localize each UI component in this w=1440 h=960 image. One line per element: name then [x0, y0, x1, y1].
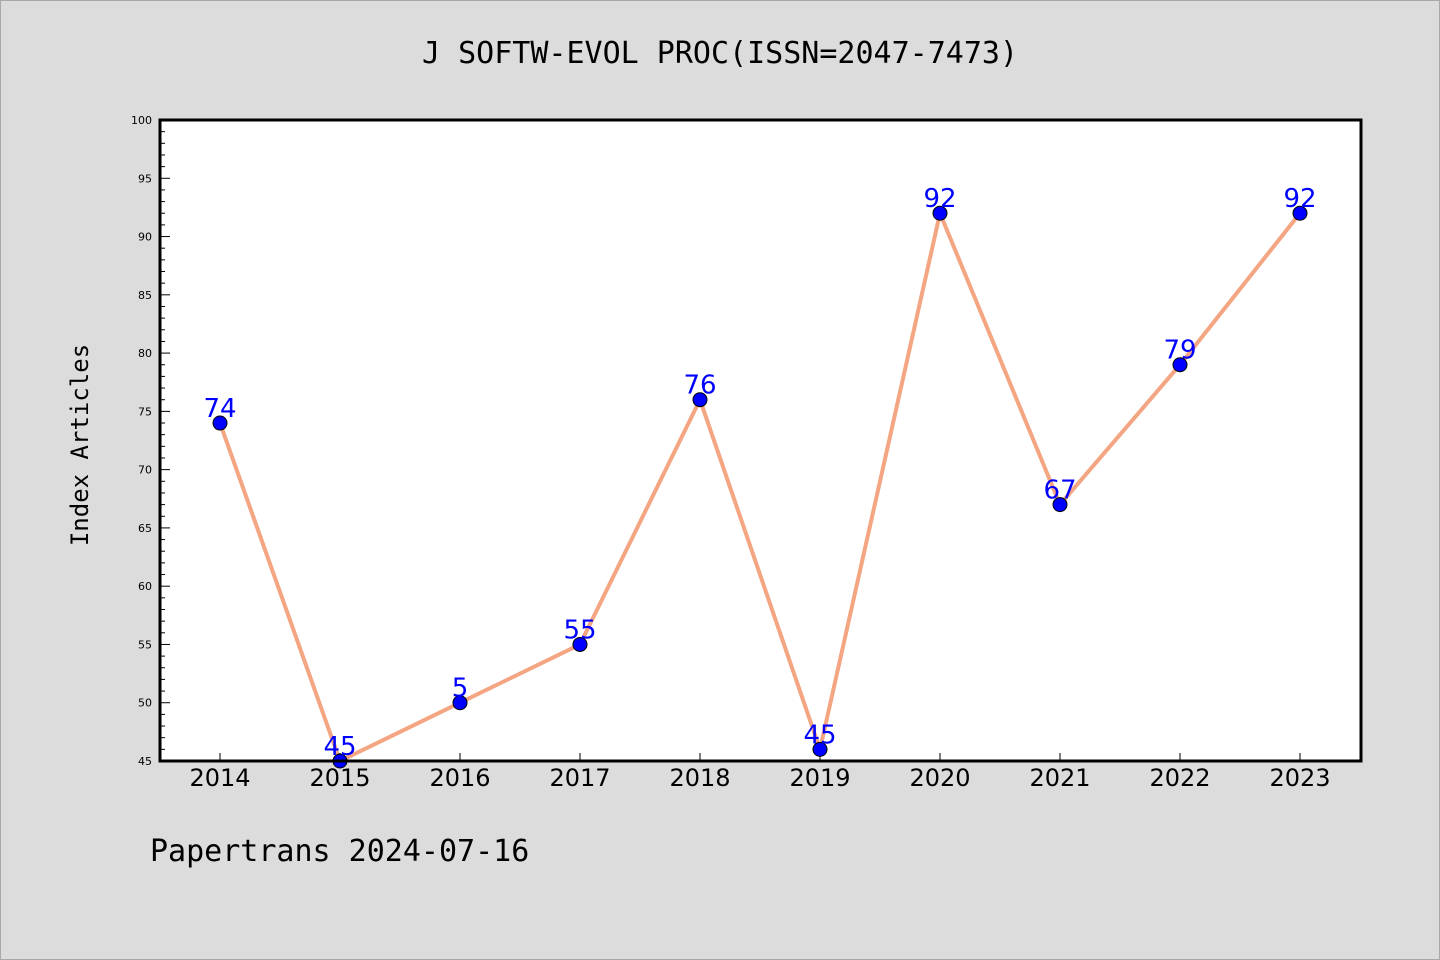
y-tick-label: 65	[138, 522, 152, 535]
data-point	[572, 636, 588, 652]
y-tick-label: 75	[138, 405, 152, 418]
data-point	[1292, 205, 1308, 221]
y-tick-label: 45	[138, 755, 152, 768]
y-tick-label: 90	[138, 231, 152, 244]
x-tick-label: 2016	[429, 764, 490, 792]
plot-area	[160, 120, 1361, 761]
y-tick-label: 100	[131, 114, 152, 127]
y-tick-label: 60	[138, 580, 152, 593]
footer-credit: Papertrans 2024-07-16	[150, 834, 530, 869]
data-label: 74	[203, 394, 236, 424]
data-label: 45	[803, 720, 836, 750]
y-axis: 45 50 55 60 65 70 75 80 85 90 95 100	[131, 114, 170, 768]
data-label: 76	[683, 371, 716, 401]
data-point	[212, 415, 228, 431]
x-tick-label: 2014	[189, 764, 250, 792]
data-label: 45	[323, 732, 356, 762]
x-tick-label: 2021	[1029, 764, 1090, 792]
data-label: 67	[1043, 476, 1076, 506]
data-point	[692, 392, 708, 408]
chart-title: J SOFTW-EVOL PROC(ISSN=2047-7473)	[421, 36, 1019, 71]
x-tick-label: 2015	[309, 764, 370, 792]
y-tick-label: 70	[138, 464, 152, 477]
x-tick-label: 2020	[909, 764, 970, 792]
data-label: 92	[923, 184, 956, 214]
x-tick-label: 2017	[549, 764, 610, 792]
plot-border	[158, 118, 1363, 763]
y-tick-label: 85	[138, 289, 152, 302]
x-axis: 2014 2015 2016 2017 2018 2019 2020 2021 2022 2023	[189, 753, 1331, 792]
data-label: 79	[1163, 336, 1196, 366]
x-tick-label: 2019	[789, 764, 850, 792]
data-point	[812, 741, 828, 757]
y-tick-label: 95	[138, 172, 152, 185]
x-tick-label: 2023	[1269, 764, 1330, 792]
data-label: 92	[1283, 184, 1316, 214]
y-tick-label: 80	[138, 347, 152, 360]
x-tick-label: 2022	[1149, 764, 1210, 792]
data-point	[1052, 497, 1068, 513]
data-point	[452, 695, 468, 711]
data-label: 55	[563, 615, 596, 645]
data-label: 5	[452, 674, 469, 704]
data-point	[1172, 357, 1188, 373]
y-tick-label: 55	[138, 638, 152, 651]
series-line	[218, 211, 1302, 763]
y-tick-label: 50	[138, 697, 152, 710]
data-point	[932, 205, 948, 221]
x-tick-label: 2018	[669, 764, 730, 792]
